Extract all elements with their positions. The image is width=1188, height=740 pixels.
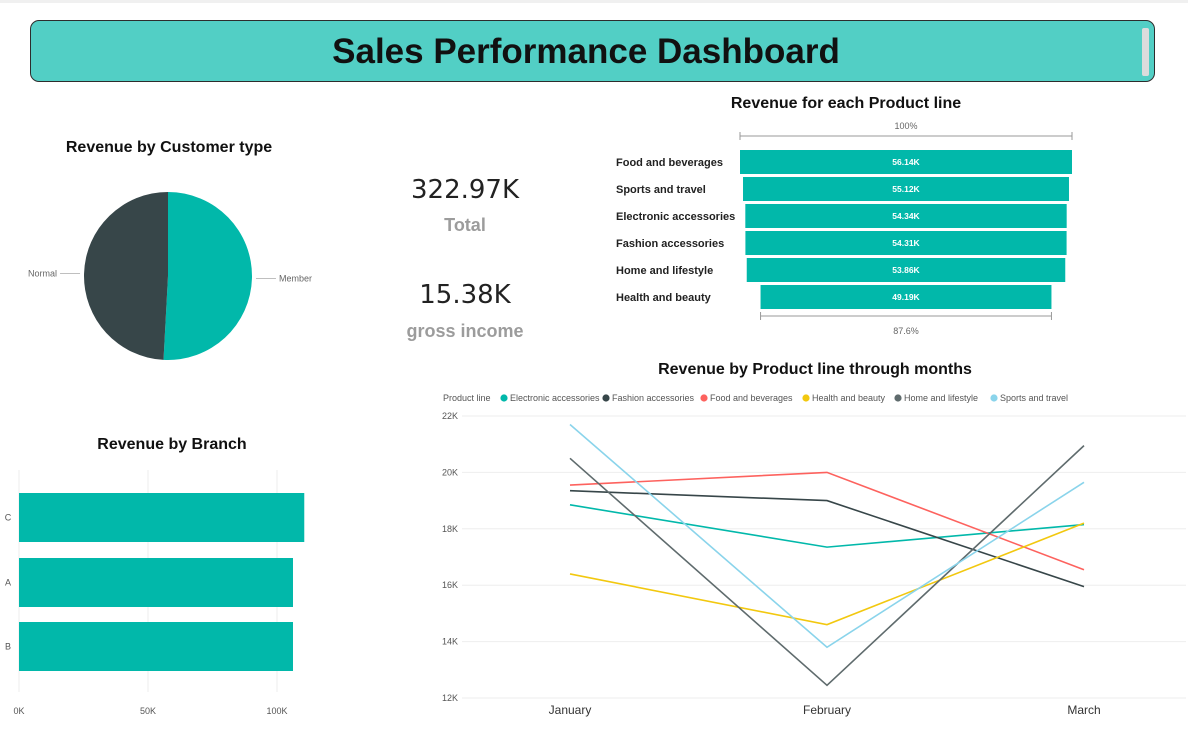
total-revenue-value: 322.97K <box>410 175 520 205</box>
funnel-category-label: Home and lifestyle <box>616 265 713 277</box>
legend-marker <box>700 394 708 402</box>
funnel-bar <box>746 258 1066 282</box>
legend-marker <box>990 394 998 402</box>
line-y-tick: 14K <box>442 637 458 647</box>
funnel-category-label: Fashion accessories <box>616 238 724 250</box>
funnel-category-label: Food and beverages <box>616 157 723 169</box>
branch-x-tick: 100K <box>266 706 287 716</box>
legend-marker <box>802 394 810 402</box>
line-y-tick: 22K <box>442 411 458 421</box>
branch-category-label: A <box>5 578 11 588</box>
funnel-bar-value: 56.14K <box>892 157 920 167</box>
branch-bar-chart[interactable]: 0K 50K 100K C A B <box>0 460 330 730</box>
legend-entry: Home and lifestyle <box>904 393 978 403</box>
funnel-category-label: Electronic accessories <box>616 211 735 223</box>
line-x-tick: February <box>803 703 851 717</box>
funnel-category-label: Sports and travel <box>616 184 706 196</box>
funnel-bar-value: 55.12K <box>892 184 920 194</box>
funnel-bar <box>745 231 1067 255</box>
branch-bar-c <box>19 493 305 542</box>
legend-entry: Food and beverages <box>710 393 793 403</box>
legend-entry: Electronic accessories <box>510 393 600 403</box>
total-revenue-label: Total <box>444 215 486 235</box>
branch-category-label: B <box>5 642 11 652</box>
funnel-bar-value: 53.86K <box>892 265 920 275</box>
line-series-fashion-accessories <box>569 489 1085 588</box>
pie-slice-normal <box>84 192 168 360</box>
line-y-tick: 12K <box>442 693 458 703</box>
monthly-chart-title: Revenue by Product line through months <box>658 361 972 378</box>
branch-x-tick: 0K <box>13 706 24 716</box>
line-y-tick: 18K <box>442 524 458 534</box>
product-line-funnel-chart[interactable]: 100% 56.14K Food and beverages 55.12K Sports… <box>600 115 1090 345</box>
line-series-home-and-lifestyle <box>569 445 1085 687</box>
pie-chart-title: Revenue by Customer type <box>65 139 273 156</box>
legend-entry: Sports and travel <box>1000 393 1068 403</box>
legend-marker <box>894 394 902 402</box>
pie-label-normal: Normal <box>28 269 57 279</box>
funnel-bar <box>760 285 1052 309</box>
funnel-bar <box>740 150 1072 174</box>
line-x-tick: January <box>549 703 592 717</box>
top-border <box>0 0 1188 3</box>
line-series-food-and-beverages <box>569 471 1085 571</box>
branch-category-label: C <box>5 513 12 523</box>
funnel-top-percent: 100% <box>894 121 917 131</box>
line-x-tick: March <box>1067 703 1100 717</box>
line-series-electronic-accessories <box>569 504 1085 548</box>
funnel-bar-value: 54.34K <box>892 211 920 221</box>
gross-income-value: 15.38K <box>419 280 511 310</box>
funnel-category-label: Health and beauty <box>616 292 712 304</box>
branch-bar-b <box>19 622 293 671</box>
line-series-sports-and-travel <box>569 423 1085 649</box>
line-y-tick: 16K <box>442 580 458 590</box>
funnel-bar-value: 49.19K <box>892 292 920 302</box>
branch-x-tick: 50K <box>140 706 156 716</box>
header-scrollbar[interactable] <box>1142 28 1149 76</box>
dashboard-header: Sales Performance Dashboard <box>30 20 1155 82</box>
customer-type-pie-chart[interactable]: Member Normal <box>0 160 360 390</box>
pie-slice-member <box>163 192 253 360</box>
line-series-health-and-beauty <box>569 522 1085 626</box>
line-y-tick: 20K <box>442 467 458 477</box>
gross-income-label: gross income <box>406 321 524 341</box>
monthly-line-chart[interactable]: 12K 14K 16K 18K 20K 22K January February March Pr… <box>400 385 1188 730</box>
legend-entry: Fashion accessories <box>612 393 695 403</box>
legend-entry: Health and beauty <box>812 393 886 403</box>
product-line-chart-title: Revenue for each Product line <box>730 95 962 112</box>
dashboard-title: Sales Performance Dashboard <box>332 32 840 71</box>
pie-label-member: Member <box>279 273 312 283</box>
funnel-bar <box>743 177 1069 201</box>
funnel-bottom-percent: 87.6% <box>893 326 919 336</box>
legend-marker <box>500 394 508 402</box>
branch-chart-title: Revenue by Branch <box>97 436 247 453</box>
branch-bar-a <box>19 558 293 607</box>
legend-marker <box>602 394 610 402</box>
legend-title: Product line <box>443 393 491 403</box>
funnel-bar <box>745 204 1067 228</box>
funnel-bar-value: 54.31K <box>892 238 920 248</box>
